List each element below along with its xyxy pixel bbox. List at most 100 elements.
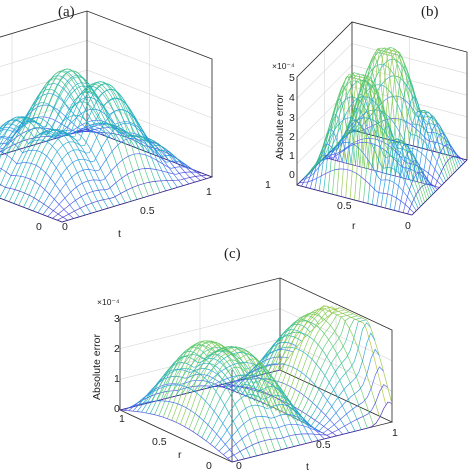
panel-c-y-tick-05: 0.5 xyxy=(152,436,167,448)
mesh-b-mesh-line xyxy=(371,96,428,205)
mesh-c-mesh-line xyxy=(126,400,239,461)
mesh-a-mesh-line xyxy=(11,78,138,200)
mesh-b-mesh-line xyxy=(393,123,450,211)
mesh-c-mesh-line xyxy=(179,307,341,425)
mesh-a-mesh-line xyxy=(13,81,165,204)
mesh-a-mesh-line xyxy=(32,109,184,212)
mesh-b-mesh-line xyxy=(307,80,423,205)
panel-b: (b) ×10⁻⁴ 5 4 3 2 1 0 0.5 0 1 r Absolute… xyxy=(265,4,468,232)
panel-b-z-tick-4: 4 xyxy=(289,92,295,104)
panel-c-x-tick-1: 1 xyxy=(392,427,398,439)
panel-c-z-tick-0: 0 xyxy=(114,403,120,415)
mesh-c-mesh-line xyxy=(138,368,251,458)
surface-mesh-b xyxy=(296,21,468,216)
mesh-a-mesh-line xyxy=(27,97,179,210)
panel-a-y-tick-0: 0 xyxy=(36,221,42,233)
mesh-c-mesh-line xyxy=(199,362,313,443)
mesh-b-mesh-line xyxy=(301,141,417,211)
mesh-c-mesh-line xyxy=(201,317,362,438)
mesh-a-mesh-line xyxy=(0,167,74,219)
mesh-c-mesh-line xyxy=(168,347,282,450)
panel-a-x-tick-1: 0.5 xyxy=(140,205,155,217)
mesh-c-mesh-line xyxy=(156,340,270,453)
mesh-b-mesh-line xyxy=(336,47,393,196)
panel-a-x-label: t xyxy=(118,228,121,240)
panel-c-z-tick-2: 2 xyxy=(114,343,120,355)
mesh-b-mesh-line xyxy=(305,96,421,207)
mesh-c-wall-gridline xyxy=(119,277,393,331)
mesh-a-mesh-line xyxy=(47,153,198,217)
panel-c-y-tick-0: 0 xyxy=(206,460,212,472)
panel-b-z-tick-0: 0 xyxy=(289,169,295,181)
mesh-c-mesh-line xyxy=(167,308,328,419)
mesh-c-mesh-line xyxy=(231,401,393,463)
mesh-a-mesh-line xyxy=(0,102,126,204)
mesh-c-mesh-line xyxy=(223,366,384,455)
mesh-a-mesh-line xyxy=(61,176,213,223)
panel-b-z-tick-1: 1 xyxy=(289,150,295,162)
panel-b-z-tick-5: 5 xyxy=(289,72,295,84)
mesh-b-mesh-line xyxy=(411,159,468,216)
mesh-b-mesh-line xyxy=(303,117,419,209)
panel-a-x-tick-2: 1 xyxy=(206,186,212,198)
mesh-c-mesh-line xyxy=(192,313,354,433)
mesh-c-mesh-line xyxy=(171,305,333,421)
mesh-c-mesh-line xyxy=(175,350,288,449)
panel-c-x-tick-05: 0.5 xyxy=(316,439,331,451)
panel-c-z-tick-3: 3 xyxy=(114,313,120,325)
panel-b-z-tick-2: 2 xyxy=(289,131,295,143)
mesh-a-mesh-line xyxy=(0,117,120,205)
panel-b-x-tick-1: 1 xyxy=(265,179,271,191)
panel-b-label: (b) xyxy=(421,4,439,20)
mesh-a-mesh-line xyxy=(23,88,174,208)
mesh-a-mesh-line xyxy=(0,151,80,218)
surface-mesh-c xyxy=(118,277,394,463)
mesh-b-mesh-line xyxy=(320,117,436,192)
panel-c-label: (c) xyxy=(224,246,241,262)
panel-c-x-label: t xyxy=(306,461,309,473)
mesh-c-mesh-line xyxy=(181,346,294,447)
mesh-b-mesh-line xyxy=(389,116,446,210)
mesh-c-mesh-line xyxy=(188,311,349,430)
mesh-c-mesh-line xyxy=(150,344,264,455)
mesh-a-mesh-line xyxy=(3,86,155,200)
mesh-a-mesh-line xyxy=(0,116,109,209)
mesh-a-mesh-line xyxy=(42,137,194,215)
mesh-a-mesh-line xyxy=(0,137,86,216)
mesh-a-mesh-line xyxy=(0,197,63,223)
mesh-a-mesh-line xyxy=(0,184,68,221)
mesh-a-mesh-line xyxy=(0,120,115,207)
mesh-c-mesh-line xyxy=(132,384,245,460)
mesh-b-mesh-line xyxy=(407,156,463,214)
mesh-b-mesh-line xyxy=(380,109,437,207)
panel-b-z-label: Absolute error xyxy=(274,94,286,160)
mesh-c-mesh-line xyxy=(214,332,376,448)
panel-b-exponent: ×10⁻⁴ xyxy=(272,61,295,71)
panel-b-y-tick-0: 0 xyxy=(405,220,411,232)
panel-a-label: (a) xyxy=(58,4,75,20)
panel-b-y-label: r xyxy=(352,220,356,232)
mesh-c-mesh-line xyxy=(119,409,233,463)
mesh-b-mesh-line xyxy=(296,184,413,216)
mesh-c-mesh-line xyxy=(218,348,380,452)
mesh-c-mesh-line xyxy=(210,322,371,445)
mesh-a-mesh-line xyxy=(52,168,203,219)
mesh-c-mesh-line xyxy=(205,319,367,442)
mesh-b-mesh-line xyxy=(299,168,415,214)
mesh-a-mesh-line xyxy=(0,119,97,212)
mesh-c-mesh-line xyxy=(227,384,388,459)
panel-c-z-tick-1: 1 xyxy=(114,373,120,385)
panel-b-z-tick-3: 3 xyxy=(289,112,295,124)
mesh-a-mesh-line xyxy=(0,126,92,214)
mesh-a-mesh-line xyxy=(18,83,170,206)
panel-c-x-tick-0: 0 xyxy=(236,460,242,472)
mesh-b-mesh-line xyxy=(402,144,459,213)
panel-a: (a) 0 0.5 1 0 t xyxy=(0,4,214,240)
mesh-a-mesh-line xyxy=(57,174,208,221)
panel-c-z-label: Absolute error xyxy=(91,334,103,400)
mesh-a-mesh-line xyxy=(37,122,189,213)
panel-c-y-tick-1: 1 xyxy=(119,413,125,425)
mesh-a-wall-gridline xyxy=(0,40,213,89)
mesh-b-mesh-line xyxy=(376,110,432,206)
